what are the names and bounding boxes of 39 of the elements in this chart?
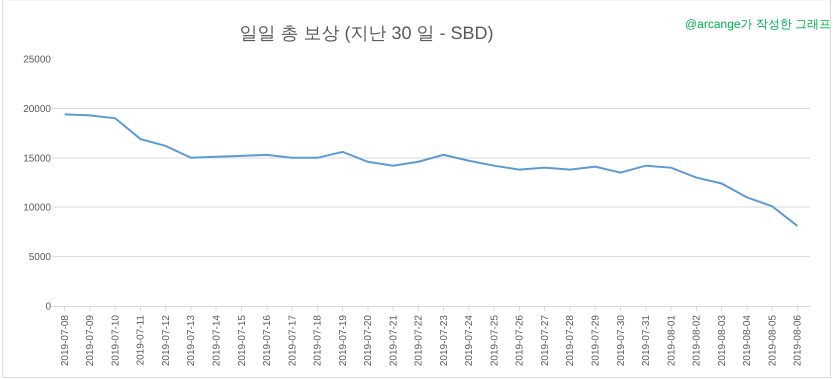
y-tick-label: 20000	[23, 104, 52, 115]
x-tick-label: 2019-07-30	[616, 314, 627, 366]
x-tick-label: 2019-07-08	[60, 314, 71, 366]
x-tick-label: 2019-07-11	[136, 314, 147, 366]
x-tick-label: 2019-07-18	[312, 314, 324, 366]
y-tick-label: 15000	[23, 153, 52, 164]
x-tick-label: 2019-07-09	[85, 314, 96, 366]
text: @arcange가 작성한 그래프	[685, 17, 832, 31]
x-tick-label: 2019-07-17	[287, 314, 298, 366]
x-tick-label: 2019-07-16	[262, 314, 274, 366]
y-tick-label: 5000	[28, 252, 52, 264]
y-tick-label: 25000	[23, 54, 52, 66]
x-tick-label: 2019-08-06	[792, 314, 804, 366]
x-tick-label: 2019-08-01	[666, 314, 678, 366]
x-tick-label: 2019-07-25	[489, 314, 500, 366]
x-tick-label: 2019-07-15	[236, 314, 248, 366]
x-tick-label: 2019-07-21	[388, 314, 400, 366]
x-tick-label: 2019-07-23	[438, 314, 450, 366]
x-tick-label: 2019-08-05	[767, 314, 778, 366]
x-tick-label: 2019-07-28	[565, 314, 576, 366]
x-tick-label: 2019-07-29	[590, 314, 602, 366]
x-tick-label: 2019-07-12	[160, 314, 172, 366]
x-tick-label: 2019-07-27	[540, 314, 551, 366]
x-tick-label: 2019-08-04	[742, 314, 754, 366]
x-tick-label: 2019-07-14	[211, 314, 222, 366]
x-tick-label: 2019-07-24	[464, 314, 476, 366]
x-tick-label: 2019-08-02	[692, 314, 703, 366]
x-tick-label: 2019-07-10	[110, 314, 122, 366]
x-tick-label: 2019-08-03	[716, 314, 728, 366]
y-tick-label: 10000	[23, 202, 52, 214]
x-tick-label: 2019-07-20	[363, 314, 374, 366]
line-series	[64, 113, 798, 227]
x-tick-label: 2019-07-22	[414, 314, 425, 366]
y-tick-label: 0	[45, 302, 52, 312]
x-tick-label: 2019-07-31	[641, 314, 652, 366]
x-tick-label: 2019-07-26	[514, 314, 526, 366]
x-tick-label: 2019-07-13	[186, 314, 198, 366]
x-tick-label: 2019-07-19	[338, 314, 349, 366]
chart-title: 일일 총 보상 (지난 30 일 - SBD)	[240, 23, 494, 44]
